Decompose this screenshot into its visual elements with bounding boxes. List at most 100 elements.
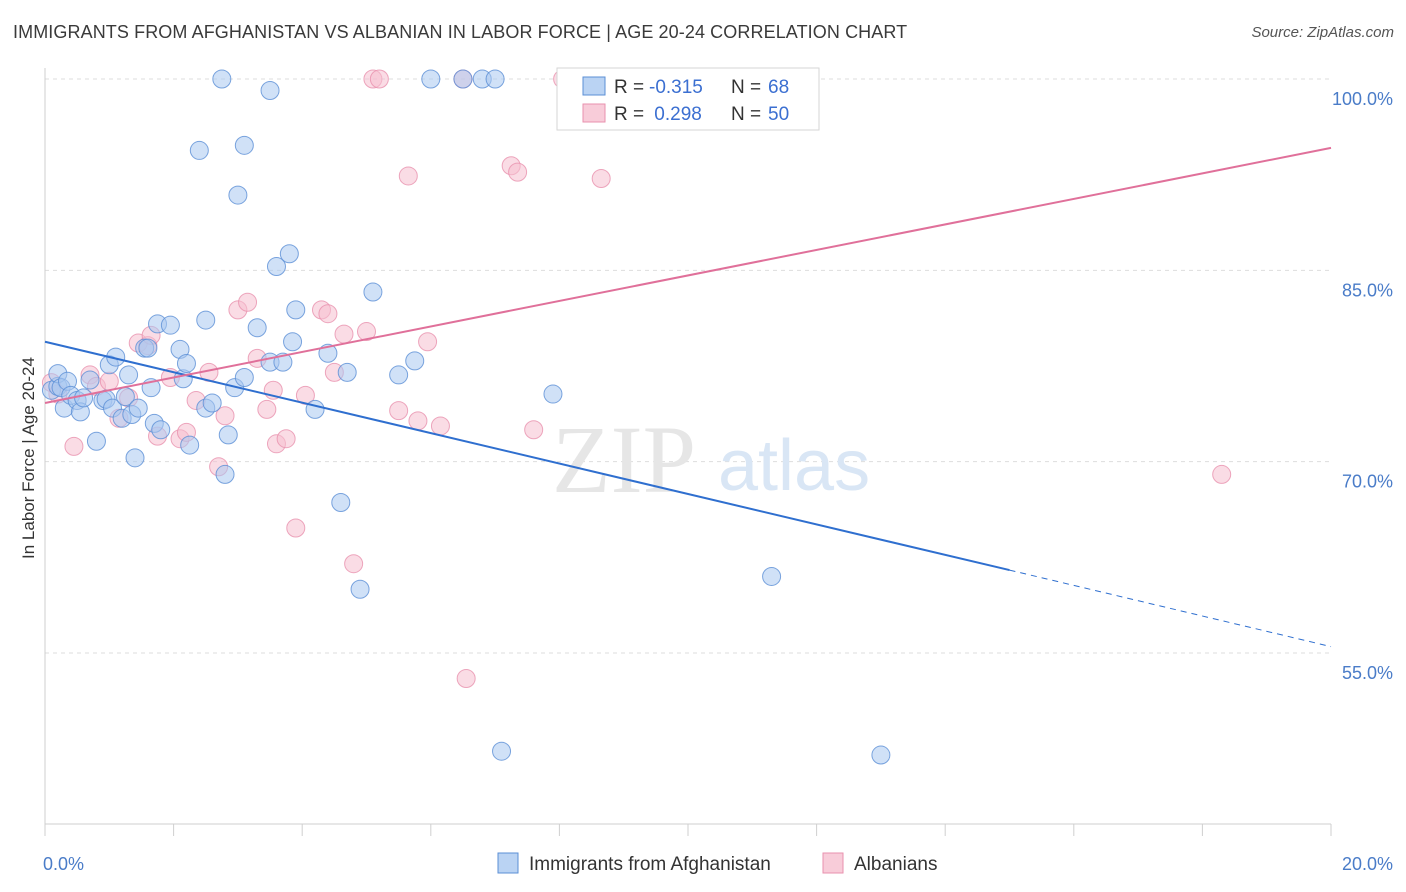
legend-swatch-pink [582, 103, 606, 123]
point-afghanistan-43 [234, 135, 254, 155]
point-afghanistan-57 [350, 579, 370, 599]
y-axis-label: In Labor Force | Age 20-24 [19, 357, 38, 559]
point-afghanistan-34 [189, 140, 209, 160]
legend-r-label-pink: R = [614, 104, 644, 125]
point-afghanistan-42 [228, 185, 248, 205]
point-afghanistan-60 [405, 351, 425, 371]
point-albanians-20 [238, 292, 258, 312]
point-albanians-36 [389, 401, 409, 421]
point-afghanistan-53 [305, 399, 325, 419]
point-afghanistan-37 [202, 393, 222, 413]
point-albanians-38 [408, 411, 428, 431]
correlation-legend: R = -0.315 N = 68 R = 0.298 N = 50 [556, 67, 820, 131]
legend-r-label-blue: R = [614, 77, 644, 98]
points-afghanistan [41, 69, 891, 765]
point-albanians-5 [99, 371, 119, 391]
watermark: ZIP atlas [552, 406, 870, 513]
point-albanians-22 [257, 399, 277, 419]
point-albanians-39 [418, 332, 438, 352]
point-afghanistan-28 [151, 420, 171, 440]
point-afghanistan-10 [80, 370, 100, 390]
point-albanians-44 [508, 162, 528, 182]
point-afghanistan-45 [247, 318, 267, 338]
point-afghanistan-66 [543, 384, 563, 404]
axes [44, 68, 1332, 836]
point-albanians-33 [357, 322, 376, 342]
point-afghanistan-32 [176, 353, 196, 373]
point-afghanistan-40 [218, 425, 238, 445]
points-albanians [41, 69, 1232, 689]
point-albanians-25 [276, 429, 296, 449]
point-albanians-26 [286, 518, 306, 538]
point-afghanistan-59 [389, 365, 409, 385]
point-albanians-40 [430, 416, 450, 436]
point-afghanistan-62 [453, 69, 473, 89]
chart-title: IMMIGRANTS FROM AFGHANISTAN VS ALBANIAN … [13, 22, 908, 42]
watermark-zip: ZIP [552, 406, 696, 513]
point-afghanistan-68 [871, 745, 891, 765]
x-tick-labels: 0.0% 20.0% [43, 854, 1393, 874]
trend-line-albanians [44, 146, 1332, 404]
legend-r-value-pink: 0.298 [649, 104, 702, 125]
grid-lines [45, 78, 1331, 654]
x-tick-label-0: 0.0% [43, 854, 84, 874]
series-legend-swatch-blue [497, 852, 519, 874]
point-afghanistan-67 [762, 566, 782, 586]
trend-line-afghanistan [44, 340, 1010, 572]
point-afghanistan-58 [363, 282, 383, 302]
legend-r-value-blue: -0.315 [649, 77, 703, 98]
trend-lines [44, 146, 1332, 648]
series-legend-label-blue: Immigrants from Afghanistan [529, 854, 771, 875]
point-albanians-18 [215, 406, 235, 426]
point-afghanistan-65 [492, 741, 512, 761]
point-albanians-35 [369, 69, 389, 89]
point-albanians-37 [398, 166, 418, 186]
point-afghanistan-19 [119, 365, 139, 385]
point-afghanistan-33 [180, 435, 200, 455]
watermark-atlas: atlas [718, 426, 870, 506]
legend-n-value-pink: 50 [768, 104, 789, 125]
point-afghanistan-61 [421, 69, 441, 89]
point-albanians-47 [591, 168, 611, 188]
point-afghanistan-9 [74, 388, 94, 408]
point-afghanistan-21 [125, 448, 145, 468]
point-afghanistan-47 [260, 80, 280, 100]
point-albanians-49 [1212, 464, 1232, 484]
source-credit: Source: ZipAtlas.com [1251, 24, 1394, 41]
y-tick-label-2: 70.0% [1342, 472, 1393, 492]
point-afghanistan-52 [286, 300, 306, 320]
point-afghanistan-38 [212, 69, 232, 89]
point-afghanistan-51 [283, 332, 303, 352]
point-albanians-2 [64, 436, 84, 456]
point-afghanistan-56 [337, 362, 357, 382]
y-tick-label-0: 100.0% [1332, 89, 1393, 109]
point-afghanistan-29 [160, 315, 180, 335]
point-afghanistan-39 [215, 464, 235, 484]
series-legend: Immigrants from Afghanistan Albanians [497, 852, 937, 875]
point-afghanistan-50 [279, 244, 299, 264]
series-legend-swatch-pink [822, 852, 844, 874]
legend-swatch-blue [582, 76, 606, 96]
point-albanians-31 [334, 324, 354, 344]
point-albanians-45 [524, 420, 544, 440]
point-afghanistan-44 [234, 367, 254, 387]
point-afghanistan-55 [331, 492, 351, 512]
legend-n-label-pink: N = [731, 104, 761, 125]
trend-line-afghanistan-projection [1009, 569, 1332, 648]
point-afghanistan-22 [128, 398, 148, 418]
point-afghanistan-48 [266, 257, 286, 277]
legend-n-label-blue: N = [731, 77, 761, 98]
y-tick-labels: 100.0% 85.0% 70.0% 55.0% [1332, 89, 1393, 683]
point-albanians-42 [456, 669, 476, 689]
x-tick-label-1: 20.0% [1342, 854, 1393, 874]
point-albanians-29 [318, 304, 338, 324]
y-tick-label-3: 55.0% [1342, 663, 1393, 683]
point-afghanistan-24 [138, 338, 158, 358]
point-afghanistan-64 [485, 69, 505, 89]
series-legend-label-pink: Albanians [854, 854, 937, 875]
point-albanians-32 [344, 554, 364, 574]
legend-n-value-blue: 68 [768, 77, 789, 98]
y-tick-label-1: 85.0% [1342, 280, 1393, 300]
point-afghanistan-11 [86, 431, 106, 451]
